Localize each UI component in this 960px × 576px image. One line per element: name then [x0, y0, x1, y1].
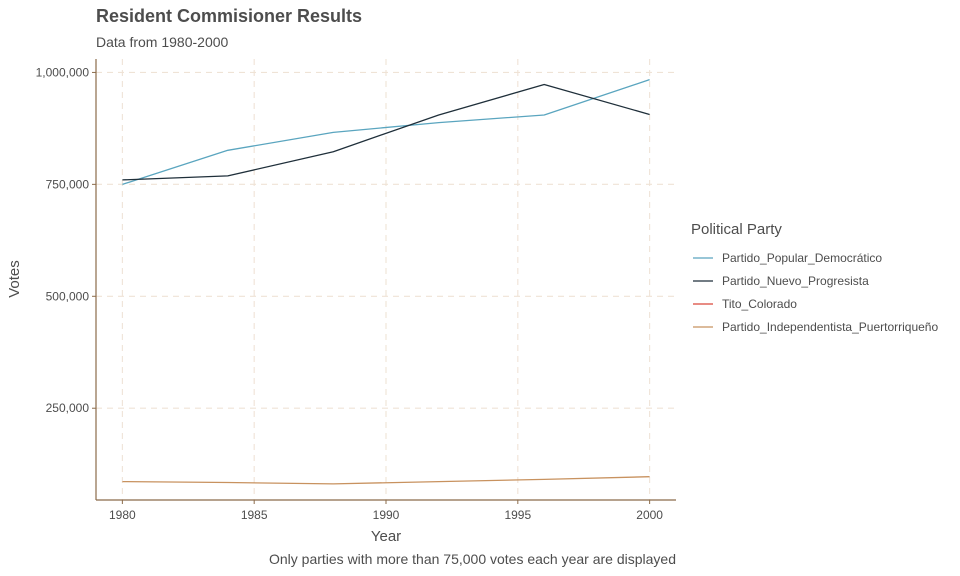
- chart-caption: Only parties with more than 75,000 votes…: [269, 551, 676, 567]
- legend-title: Political Party: [691, 221, 782, 238]
- series-line-1: [122, 83, 650, 181]
- legend: Political Party Partido_Popular_Democrát…: [691, 221, 938, 334]
- x-axis-ticks: 1980 1985 1990 1995 2000: [109, 500, 663, 522]
- chart-title: Resident Commisioner Results: [96, 6, 362, 26]
- series-line-3: [122, 476, 650, 485]
- legend-label-0: Partido_Popular_Democrático: [722, 251, 882, 265]
- y-tick-label: 750,000: [46, 177, 90, 191]
- series-line-0: [122, 78, 650, 186]
- x-axis-title: Year: [371, 528, 401, 545]
- legend-label-2: Tito_Colorado: [722, 297, 797, 311]
- y-tick-label: 1,000,000: [36, 65, 90, 79]
- legend-label-3: Partido_Independentista_Puertorriqueño: [722, 320, 938, 334]
- x-tick-label: 2000: [636, 508, 663, 522]
- x-tick-label: 1990: [373, 508, 400, 522]
- chart-subtitle: Data from 1980-2000: [96, 34, 229, 50]
- y-axis-title: Votes: [6, 260, 23, 298]
- grid: [96, 59, 676, 500]
- x-tick-label: 1995: [504, 508, 531, 522]
- x-tick-label: 1985: [241, 508, 268, 522]
- y-axis-ticks: 250,000 500,000 750,000 1,000,000: [36, 65, 96, 415]
- plot-series: [122, 78, 650, 485]
- x-tick-label: 1980: [109, 508, 136, 522]
- y-tick-label: 250,000: [46, 401, 90, 415]
- y-tick-label: 500,000: [46, 289, 90, 303]
- legend-label-1: Partido_Nuevo_Progresista: [722, 274, 869, 288]
